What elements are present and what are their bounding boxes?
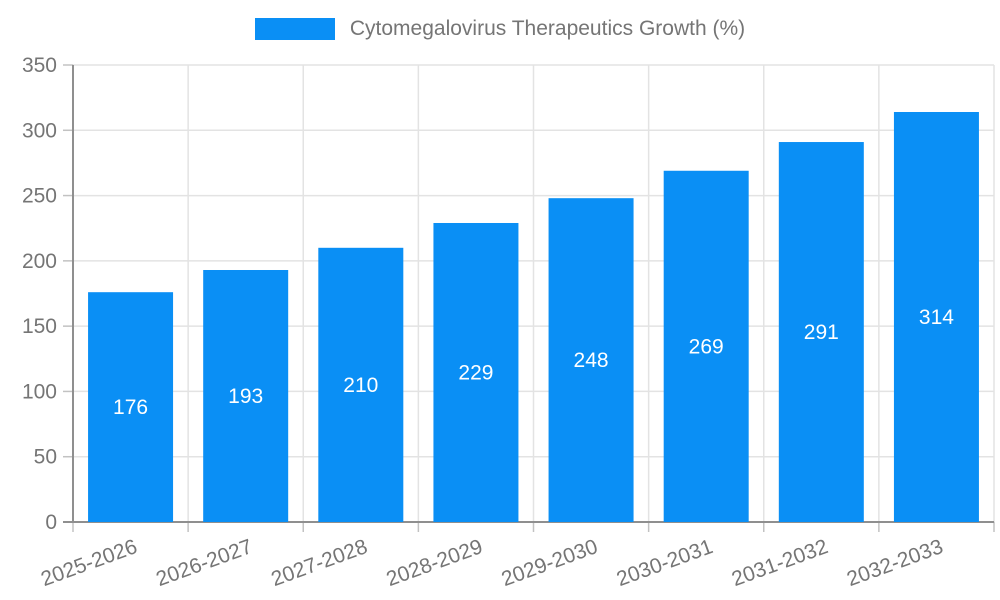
bar-2026-2027[interactable] bbox=[203, 269, 289, 522]
x-tick-label: 2028-2029 bbox=[383, 535, 485, 591]
bar-2031-2032[interactable] bbox=[778, 142, 864, 522]
bar-2029-2030[interactable] bbox=[548, 198, 634, 522]
x-tick-label: 2032-2033 bbox=[844, 535, 946, 591]
x-tick-label: 2029-2030 bbox=[499, 535, 601, 591]
y-tick-label: 300 bbox=[22, 119, 57, 142]
bar-value-label: 176 bbox=[113, 396, 148, 419]
x-tick-label: 2031-2032 bbox=[729, 535, 831, 591]
y-tick-label: 250 bbox=[22, 185, 57, 208]
y-tick-label: 0 bbox=[45, 511, 57, 534]
bar-2027-2028[interactable] bbox=[318, 247, 404, 523]
x-tick-label: 2027-2028 bbox=[268, 535, 370, 591]
bar-value-label: 248 bbox=[574, 349, 609, 372]
y-tick-label: 150 bbox=[22, 315, 57, 338]
bar-value-label: 193 bbox=[228, 385, 263, 408]
bar-value-label: 314 bbox=[919, 306, 954, 329]
x-tick-label: 2025-2026 bbox=[38, 535, 140, 591]
bar-2025-2026[interactable] bbox=[88, 292, 174, 522]
y-tick-label: 350 bbox=[22, 54, 57, 77]
legend-label: Cytomegalovirus Therapeutics Growth (%) bbox=[349, 17, 746, 40]
bar-value-label: 229 bbox=[458, 361, 493, 384]
y-tick-label: 100 bbox=[22, 380, 57, 403]
bar-2032-2033[interactable] bbox=[893, 112, 979, 523]
bar-value-label: 291 bbox=[804, 321, 839, 344]
bar-2030-2031[interactable] bbox=[663, 170, 749, 522]
bar-value-label: 210 bbox=[343, 374, 378, 397]
legend-swatch-icon bbox=[254, 18, 335, 40]
bar-value-label: 269 bbox=[689, 335, 724, 358]
legend-item[interactable]: Cytomegalovirus Therapeutics Growth (%) bbox=[0, 16, 1000, 42]
x-tick-label: 2030-2031 bbox=[614, 535, 716, 591]
y-tick-label: 50 bbox=[34, 446, 57, 469]
bar-2028-2029[interactable] bbox=[433, 222, 519, 522]
x-tick-label: 2026-2027 bbox=[153, 535, 255, 591]
y-tick-label: 200 bbox=[22, 250, 57, 273]
